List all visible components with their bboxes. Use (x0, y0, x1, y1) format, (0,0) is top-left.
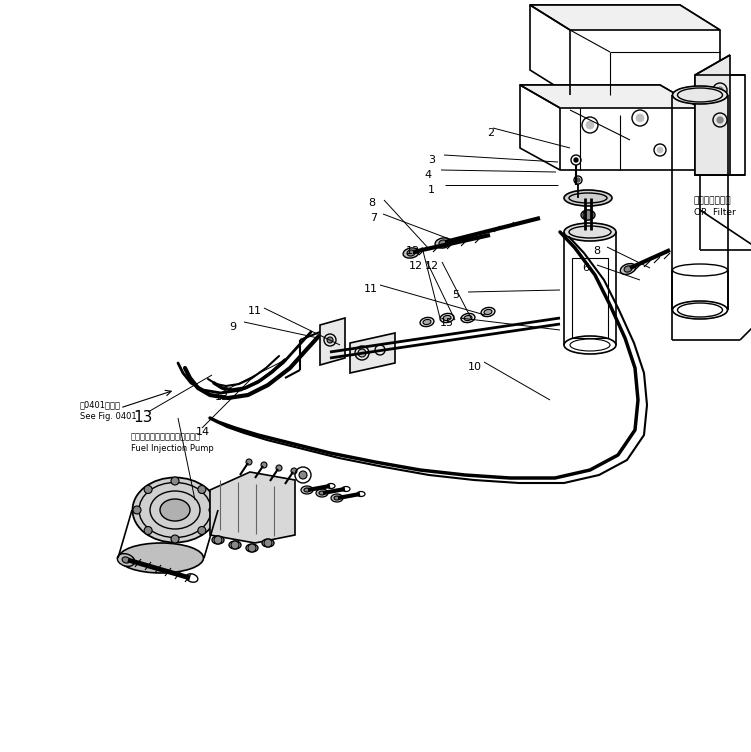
Ellipse shape (564, 190, 612, 206)
Circle shape (261, 462, 267, 468)
Ellipse shape (160, 499, 190, 521)
Ellipse shape (186, 574, 198, 582)
Circle shape (231, 541, 239, 549)
Circle shape (209, 506, 217, 514)
Ellipse shape (484, 309, 492, 314)
Polygon shape (210, 472, 295, 543)
Circle shape (246, 459, 252, 465)
Ellipse shape (435, 238, 451, 248)
Ellipse shape (262, 539, 274, 547)
Circle shape (144, 526, 152, 535)
Ellipse shape (439, 240, 447, 246)
Circle shape (198, 486, 206, 493)
Text: 12: 12 (425, 261, 439, 271)
Circle shape (636, 114, 644, 122)
Circle shape (299, 471, 307, 479)
Ellipse shape (334, 496, 340, 500)
Text: 12: 12 (406, 246, 420, 256)
Text: 5: 5 (452, 290, 459, 300)
Ellipse shape (464, 315, 472, 320)
Text: 12: 12 (409, 261, 423, 271)
Polygon shape (530, 5, 720, 30)
Ellipse shape (624, 266, 632, 272)
Text: 8: 8 (368, 198, 376, 208)
Text: オイルフィルタ: オイルフィルタ (694, 196, 731, 205)
Ellipse shape (672, 86, 728, 104)
Ellipse shape (246, 544, 258, 552)
Ellipse shape (117, 553, 134, 566)
Circle shape (198, 526, 206, 535)
Circle shape (717, 117, 723, 123)
Circle shape (133, 506, 141, 514)
Bar (572, 258, 608, 338)
Text: 15: 15 (440, 318, 454, 328)
Polygon shape (695, 55, 730, 175)
Circle shape (171, 477, 179, 485)
Text: 13: 13 (133, 410, 152, 425)
Circle shape (586, 121, 594, 129)
Circle shape (583, 210, 593, 220)
Ellipse shape (122, 557, 130, 563)
Ellipse shape (407, 250, 415, 256)
Text: OR  Filter: OR Filter (694, 208, 736, 217)
Circle shape (291, 468, 297, 474)
Circle shape (276, 465, 282, 471)
Circle shape (574, 158, 578, 162)
Polygon shape (320, 318, 345, 365)
Text: 4: 4 (424, 170, 431, 180)
Ellipse shape (440, 314, 454, 323)
Ellipse shape (132, 478, 218, 542)
Text: 9: 9 (229, 322, 236, 332)
Text: 11: 11 (248, 306, 262, 316)
Text: Fuel Injection Pump: Fuel Injection Pump (131, 444, 214, 453)
Text: 14: 14 (196, 427, 210, 437)
Text: フェルインジェクションポンプ: フェルインジェクションポンプ (131, 432, 201, 441)
Ellipse shape (119, 543, 204, 573)
Polygon shape (520, 85, 700, 108)
Text: 2: 2 (487, 128, 494, 138)
Circle shape (144, 486, 152, 493)
Circle shape (717, 87, 723, 93)
Ellipse shape (564, 223, 616, 241)
Text: 10: 10 (468, 362, 482, 372)
Ellipse shape (620, 263, 635, 274)
Circle shape (358, 349, 366, 357)
Text: 1: 1 (428, 185, 435, 195)
Circle shape (576, 178, 580, 182)
Text: 7: 7 (370, 213, 377, 223)
Polygon shape (350, 333, 395, 373)
Ellipse shape (229, 541, 241, 549)
Ellipse shape (443, 315, 451, 320)
Circle shape (657, 147, 663, 153)
Text: 11: 11 (364, 284, 378, 294)
Text: See Fig. 0401: See Fig. 0401 (80, 412, 137, 421)
Ellipse shape (481, 308, 495, 317)
Ellipse shape (304, 488, 310, 492)
Text: 6: 6 (582, 263, 589, 273)
Text: 8: 8 (593, 246, 600, 256)
Ellipse shape (319, 491, 325, 495)
Text: 3: 3 (428, 155, 435, 165)
Ellipse shape (461, 314, 475, 323)
Ellipse shape (403, 248, 419, 258)
Ellipse shape (327, 484, 335, 489)
Ellipse shape (212, 536, 224, 544)
Ellipse shape (581, 210, 595, 220)
Ellipse shape (357, 492, 365, 496)
Ellipse shape (331, 494, 343, 502)
Ellipse shape (423, 320, 431, 325)
Ellipse shape (301, 486, 313, 494)
Ellipse shape (316, 489, 328, 497)
Circle shape (327, 337, 333, 343)
Circle shape (264, 539, 272, 547)
Ellipse shape (420, 317, 434, 326)
Circle shape (214, 536, 222, 544)
Circle shape (248, 544, 256, 552)
Text: 第0401図参照: 第0401図参照 (80, 400, 121, 409)
Circle shape (171, 535, 179, 543)
Text: 13: 13 (215, 392, 229, 402)
Ellipse shape (342, 487, 350, 492)
